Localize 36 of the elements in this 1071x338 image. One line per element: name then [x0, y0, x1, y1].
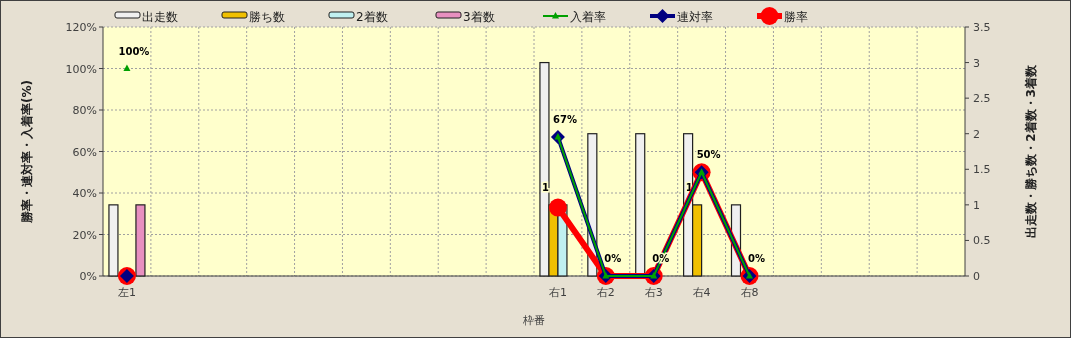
y2-tick-label: 0.5 [973, 234, 991, 248]
y2-axis-title: 出走数・勝ち数・2着数・3着数 [1024, 64, 1038, 238]
y2-tick-label: 0 [973, 270, 980, 283]
x-tick-label: 左1 [117, 286, 136, 299]
x-axis-title: 枠番 [522, 314, 545, 327]
y2-tick-label: 1.5 [973, 163, 991, 177]
data-label: 100% [118, 45, 150, 57]
y2-tick-label: 1 [973, 198, 980, 212]
y-tick-label: 60% [72, 145, 97, 159]
y-tick-label: 40% [72, 187, 97, 200]
y2-tick-label: 3 [973, 56, 980, 70]
data-label: 0% [748, 253, 765, 264]
x-tick-label: 右3 [644, 286, 663, 299]
legend-label: 入着率 [570, 10, 606, 24]
data-label: 67% [552, 113, 577, 125]
legend-label: 連対率 [677, 10, 713, 24]
y-tick-label: 20% [72, 228, 97, 242]
x-tick-label: 右2 [596, 286, 615, 299]
y2-tick-label: 2.5 [973, 92, 991, 106]
y-tick-label: 80% [72, 104, 97, 117]
y-axis-title: 勝率・連対率・入着率(%) [20, 80, 34, 224]
legend-label: 3着数 [463, 10, 495, 24]
legend-label: 出走数 [142, 10, 178, 24]
x-tick-label: 右4 [692, 286, 711, 299]
legend-label: 勝ち数 [249, 10, 285, 24]
y-tick-label: 100% [65, 62, 97, 76]
y2-tick-label: 2 [973, 127, 980, 141]
y-tick-label: 120% [65, 21, 97, 34]
data-label: 0% [604, 253, 622, 264]
y-tick-label: 0% [79, 270, 97, 283]
y2-tick-label: 3.5 [973, 21, 991, 34]
data-label: 50% [696, 149, 721, 161]
x-tick-label: 右1 [548, 286, 567, 299]
x-tick-label: 右8 [740, 286, 759, 299]
legend-label: 2着数 [356, 10, 388, 24]
legend-label: 勝率 [784, 10, 808, 24]
